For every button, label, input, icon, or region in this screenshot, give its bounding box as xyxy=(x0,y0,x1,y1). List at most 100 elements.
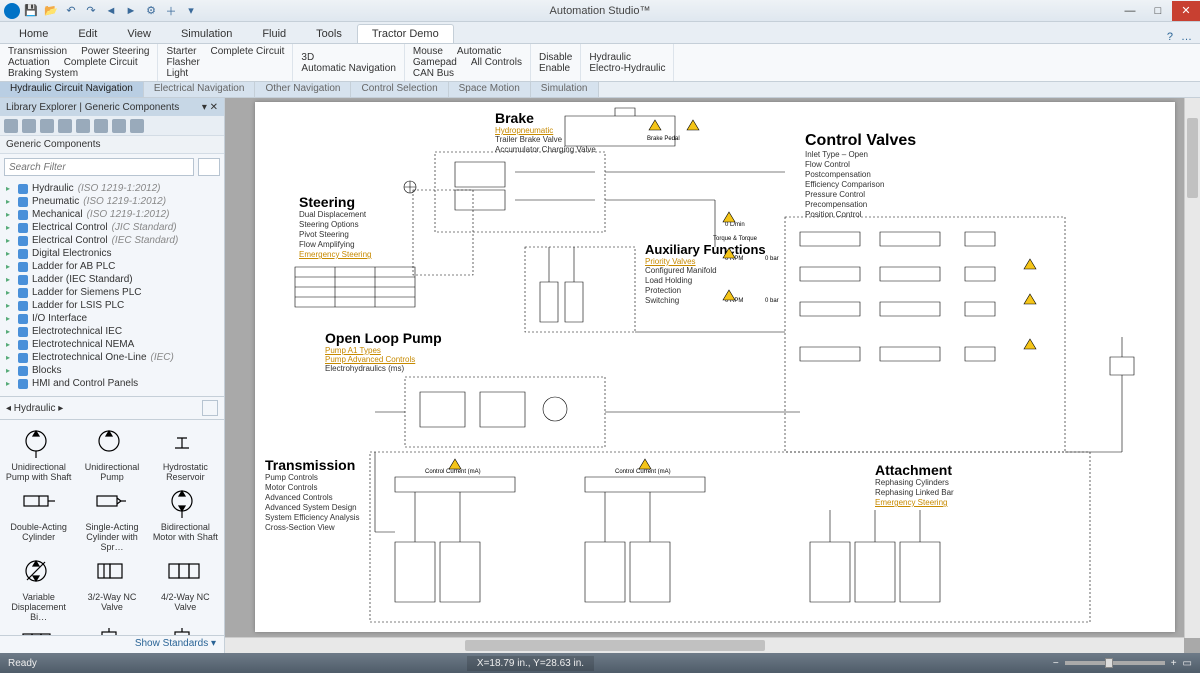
panel-tool-icon[interactable] xyxy=(22,119,36,133)
expand-icon[interactable]: ▸ xyxy=(6,247,14,260)
tree-node[interactable]: ▸Pneumatic (ISO 1219-1:2012) xyxy=(0,195,224,208)
qat-redo-icon[interactable]: ↷ xyxy=(82,3,100,19)
search-options-button[interactable] xyxy=(198,158,220,176)
panel-pin-close[interactable]: ▾ ✕ xyxy=(202,102,218,113)
tree-node[interactable]: ▸Electrical Control (JIC Standard) xyxy=(0,221,224,234)
ribbon-tab[interactable]: Home xyxy=(4,24,63,43)
qat-gear-icon[interactable]: ⚙ xyxy=(142,3,160,19)
symbol-item[interactable]: Single-Acting Cylinder with Spr… xyxy=(77,484,146,552)
breadcrumb-label[interactable]: ◂ Hydraulic ▸ xyxy=(6,403,63,414)
horizontal-scrollbar[interactable] xyxy=(225,637,1184,653)
nav-strip-item[interactable]: Simulation xyxy=(531,82,599,97)
symbol-item[interactable]: Pressure Reducing Valve with Drain xyxy=(151,624,220,635)
nav-strip-item[interactable]: Control Selection xyxy=(351,82,448,97)
tree-node[interactable]: ▸Ladder for LSIS PLC xyxy=(0,299,224,312)
nav-strip-item[interactable]: Space Motion xyxy=(449,82,531,97)
ribbon-command[interactable]: Flasher xyxy=(166,57,199,68)
zoom-out-icon[interactable]: − xyxy=(1053,658,1059,669)
ribbon-tab[interactable]: Tractor Demo xyxy=(357,24,454,43)
expand-icon[interactable]: ▸ xyxy=(6,377,14,390)
symbol-item[interactable]: Unidirectional Pump xyxy=(77,424,146,482)
panel-tool-icon[interactable] xyxy=(76,119,90,133)
symbol-item[interactable]: 4/3 - Electrically Controlled xyxy=(4,624,73,635)
qat-plus-icon[interactable]: ＋ xyxy=(162,3,180,19)
nav-strip-item[interactable]: Other Navigation xyxy=(255,82,351,97)
ribbon-tab[interactable]: View xyxy=(112,24,166,43)
zoom-slider[interactable] xyxy=(1065,661,1165,665)
panel-tool-icon[interactable] xyxy=(40,119,54,133)
zoom-knob[interactable] xyxy=(1105,658,1113,668)
ribbon-command[interactable]: 3D xyxy=(301,52,314,63)
expand-icon[interactable]: ▸ xyxy=(6,351,14,364)
tree-node[interactable]: ▸Electrotechnical IEC xyxy=(0,325,224,338)
ribbon-help[interactable]: ? … xyxy=(1167,31,1192,43)
ribbon-command[interactable]: Gamepad xyxy=(413,57,457,68)
symbol-item[interactable]: Variable Displacement Bi… xyxy=(4,554,73,622)
tree-node[interactable]: ▸Electrical Control (IEC Standard) xyxy=(0,234,224,247)
ribbon-command[interactable]: Actuation xyxy=(8,57,50,68)
help-icon[interactable]: ? xyxy=(1167,31,1173,43)
tree-node[interactable]: ▸Ladder (IEC Standard) xyxy=(0,273,224,286)
panel-tool-icon[interactable] xyxy=(4,119,18,133)
symbol-item[interactable]: 4/2-Way NC Valve xyxy=(151,554,220,622)
qat-back-icon[interactable]: ◄ xyxy=(102,3,120,19)
zoom-in-icon[interactable]: + xyxy=(1171,658,1177,669)
ribbon-command[interactable]: Transmission xyxy=(8,46,67,57)
ribbon-command[interactable]: Complete Circuit xyxy=(64,57,138,68)
ribbon-command[interactable]: Complete Circuit xyxy=(210,46,284,57)
tree-node[interactable]: ▸Blocks xyxy=(0,364,224,377)
tree-node[interactable]: ▸I/O Interface xyxy=(0,312,224,325)
symbol-item[interactable]: Hydrostatic Reservoir xyxy=(151,424,220,482)
ribbon-tab[interactable]: Tools xyxy=(301,24,357,43)
ribbon-tab[interactable]: Fluid xyxy=(247,24,301,43)
tree-node[interactable]: ▸Electrotechnical NEMA xyxy=(0,338,224,351)
symbol-item[interactable]: Bidirectional Motor with Shaft xyxy=(151,484,220,552)
expand-icon[interactable]: ▸ xyxy=(6,325,14,338)
ribbon-command[interactable]: Light xyxy=(166,68,188,79)
expand-icon[interactable]: ▸ xyxy=(6,286,14,299)
symbol-item[interactable]: 3/2-Way NC Valve xyxy=(77,554,146,622)
expand-icon[interactable]: ▸ xyxy=(6,364,14,377)
minimize-button[interactable]: — xyxy=(1116,1,1144,21)
ribbon-command[interactable]: Electro-Hydraulic xyxy=(589,63,665,74)
ribbon-command[interactable]: CAN Bus xyxy=(413,68,454,79)
expand-icon[interactable]: ▸ xyxy=(6,312,14,325)
search-input[interactable] xyxy=(4,158,194,176)
tree-node[interactable]: ▸Digital Electronics xyxy=(0,247,224,260)
scroll-thumb[interactable] xyxy=(465,640,765,651)
ribbon-command[interactable]: Starter xyxy=(166,46,196,57)
nav-strip-item[interactable]: Hydraulic Circuit Navigation xyxy=(0,82,144,97)
panel-tool-icon[interactable] xyxy=(112,119,126,133)
symbol-item[interactable]: Variable Relief Valve xyxy=(77,624,146,635)
ribbon-command[interactable]: Automatic Navigation xyxy=(301,63,396,74)
expand-icon[interactable]: ▸ xyxy=(6,234,14,247)
ribbon-command[interactable]: Braking System xyxy=(8,68,78,79)
nav-strip-item[interactable]: Electrical Navigation xyxy=(144,82,256,97)
ribbon-command[interactable]: Disable xyxy=(539,52,572,63)
expand-icon[interactable]: ▸ xyxy=(6,338,14,351)
qat-save-icon[interactable]: 💾 xyxy=(22,3,40,19)
tree-node[interactable]: ▸Ladder for Siemens PLC xyxy=(0,286,224,299)
tree-node[interactable]: ▸Ladder for AB PLC xyxy=(0,260,224,273)
maximize-button[interactable]: □ xyxy=(1144,1,1172,21)
drawing-paper[interactable]: Brake Hydropneumatic Trailer Brake Valve… xyxy=(255,102,1175,632)
ribbon-command[interactable]: Power Steering xyxy=(81,46,149,57)
view-mode-icon[interactable]: ▭ xyxy=(1183,658,1192,669)
expand-icon[interactable]: ▸ xyxy=(6,221,14,234)
qat-more-icon[interactable]: ▾ xyxy=(182,3,200,19)
scroll-thumb[interactable] xyxy=(1187,118,1198,198)
tree-node[interactable]: ▸Hydraulic (ISO 1219-1:2012) xyxy=(0,182,224,195)
tree-node[interactable]: ▸HMI and Control Panels xyxy=(0,377,224,390)
tree-node[interactable]: ▸Mechanical (ISO 1219-1:2012) xyxy=(0,208,224,221)
magnifier-icon[interactable] xyxy=(202,400,218,416)
ribbon-command[interactable]: Enable xyxy=(539,63,570,74)
symbol-item[interactable]: Double-Acting Cylinder xyxy=(4,484,73,552)
qat-open-icon[interactable]: 📂 xyxy=(42,3,60,19)
ribbon-command[interactable]: Hydraulic xyxy=(589,52,631,63)
canvas-area[interactable]: Brake Hydropneumatic Trailer Brake Valve… xyxy=(225,98,1200,653)
expand-icon[interactable]: ▸ xyxy=(6,195,14,208)
ribbon-command[interactable]: Mouse xyxy=(413,46,443,57)
panel-tool-icon[interactable] xyxy=(94,119,108,133)
expand-icon[interactable]: ▸ xyxy=(6,182,14,195)
qat-fwd-icon[interactable]: ► xyxy=(122,3,140,19)
